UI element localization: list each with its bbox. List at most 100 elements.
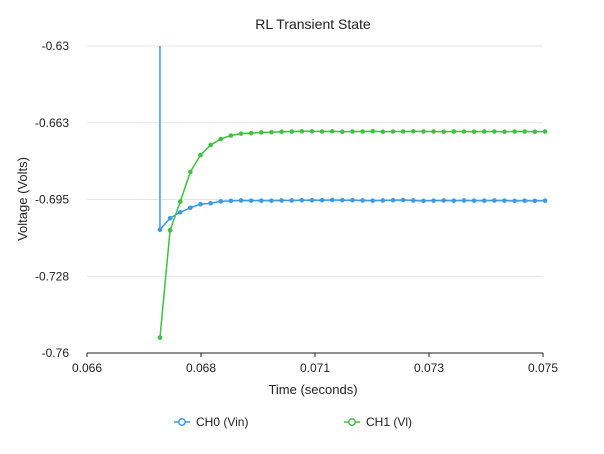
data-point [228, 133, 234, 138]
x-tick-label: 0.075 [528, 361, 558, 375]
data-point [248, 130, 254, 136]
data-point [502, 129, 507, 135]
data-point [532, 198, 538, 204]
data-point [532, 129, 538, 135]
y-tick-label: -0.663 [35, 116, 69, 130]
data-point [218, 136, 224, 142]
data-point [471, 129, 477, 135]
data-point [248, 198, 254, 203]
data-point [188, 169, 193, 175]
data-point [238, 198, 244, 203]
data-point [390, 129, 396, 134]
data-point [329, 197, 335, 203]
data-point [289, 129, 294, 134]
legend-swatch-marker [178, 418, 186, 426]
grid-lines [87, 45, 543, 277]
data-point [289, 198, 294, 203]
data-point [177, 199, 183, 204]
data-point [329, 128, 335, 134]
y-tick-label: -0.63 [42, 39, 70, 53]
data-point [228, 198, 234, 204]
y-tick-label: -0.695 [35, 193, 69, 207]
data-point [258, 198, 264, 203]
data-point [157, 227, 163, 233]
data-point [299, 197, 305, 203]
data-point [198, 152, 203, 158]
data-point [370, 128, 376, 134]
data-point [492, 198, 497, 203]
series-1 [157, 128, 548, 340]
data-point [471, 198, 477, 203]
data-point [188, 205, 193, 211]
data-point [370, 198, 376, 203]
data-point [441, 129, 446, 135]
data-point [198, 201, 203, 207]
legend-swatch-marker [348, 418, 356, 426]
data-point [512, 198, 517, 204]
legend-label: CH1 (Vl) [366, 415, 412, 429]
data-point [481, 198, 487, 203]
data-point [410, 128, 416, 134]
x-tick-label: 0.066 [72, 361, 102, 375]
series-line [159, 130, 546, 338]
data-point [340, 197, 345, 203]
data-point [157, 335, 163, 340]
data-point [319, 129, 325, 134]
data-point [208, 200, 213, 206]
series-line [159, 46, 546, 231]
data-point [177, 209, 183, 215]
data-point [461, 198, 467, 203]
data-point [269, 198, 274, 203]
data-point [522, 129, 528, 134]
data-point [451, 198, 457, 203]
data-point [431, 129, 436, 134]
data-point [441, 198, 446, 203]
data-point [167, 215, 173, 221]
data-point [340, 129, 345, 135]
data-point [258, 130, 264, 135]
data-point [400, 197, 406, 203]
data-point [269, 129, 274, 135]
data-point [421, 129, 426, 134]
data-point [238, 131, 244, 136]
data-point [167, 227, 173, 233]
y-axis-ticks: -0.63 -0.663 -0.695 -0.728 -0.76 [35, 39, 69, 360]
series-layer [157, 46, 548, 340]
data-point [309, 197, 315, 203]
data-point [451, 129, 457, 134]
x-tick-label: 0.071 [300, 361, 330, 375]
data-point [309, 128, 315, 134]
y-tick-label: -0.76 [42, 346, 70, 360]
x-axis-label: Time (seconds) [268, 382, 357, 397]
data-point [461, 129, 467, 134]
data-point [481, 129, 487, 134]
data-point [350, 129, 355, 134]
legend-item-0: CH0 (Vin) [174, 415, 248, 429]
legend-item-1: CH1 (Vl) [344, 415, 412, 429]
data-point [542, 129, 548, 134]
data-point [279, 129, 284, 135]
legend-label: CH0 (Vin) [196, 415, 248, 429]
data-point [421, 198, 426, 204]
data-point [492, 129, 497, 134]
data-point [208, 142, 213, 148]
data-point [512, 129, 517, 134]
data-point [400, 129, 406, 134]
data-point [360, 129, 365, 134]
data-point [502, 198, 507, 203]
data-point [380, 198, 386, 203]
data-point [410, 198, 416, 203]
data-point [350, 197, 355, 203]
data-point [522, 198, 528, 203]
x-tick-label: 0.068 [186, 361, 216, 375]
data-point [542, 198, 548, 203]
data-point [360, 198, 365, 203]
legend: CH0 (Vin) CH1 (Vl) [174, 415, 412, 429]
x-axis-ticks: 0.066 0.068 0.071 0.073 0.075 [72, 353, 558, 375]
chart-title: RL Transient State [255, 16, 371, 32]
data-point [390, 197, 396, 203]
x-tick-label: 0.073 [414, 361, 444, 375]
data-point [319, 197, 325, 203]
data-point [431, 198, 436, 203]
